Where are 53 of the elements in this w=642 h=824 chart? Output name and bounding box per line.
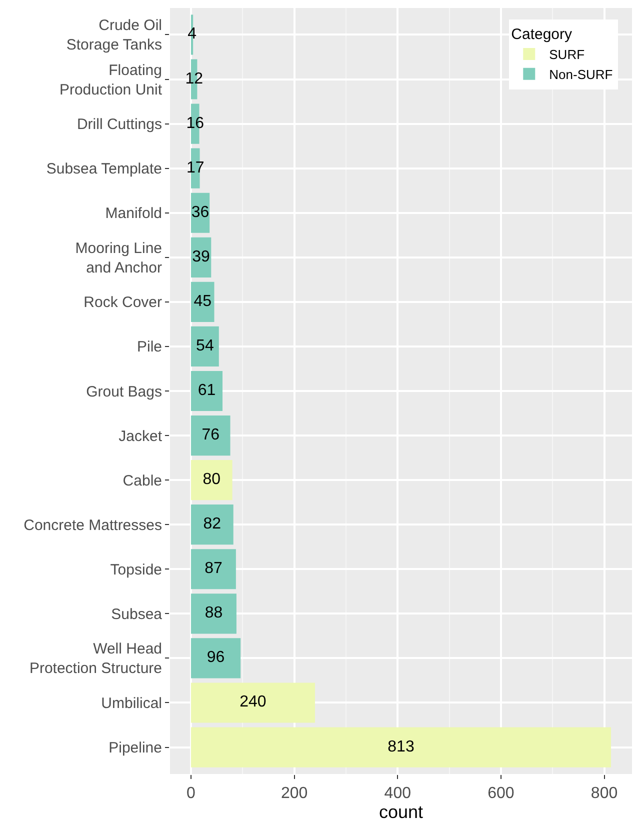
- data-label: 45: [194, 292, 212, 310]
- bar: [191, 638, 241, 678]
- data-label: 36: [191, 204, 210, 221]
- y-tick-label: Floating Production Unit: [59, 62, 163, 98]
- y-tick-label: Crude Oil Storage Tanks: [66, 17, 162, 54]
- bar: [191, 504, 234, 545]
- data-label: 61: [198, 382, 216, 399]
- x-tick-label: 200: [280, 785, 308, 802]
- data-label: 76: [202, 426, 220, 444]
- x-axis-title: count: [378, 802, 424, 822]
- x-tick-label: 800: [590, 785, 618, 802]
- y-tick-label: Pile: [136, 338, 162, 356]
- bar: [191, 727, 611, 768]
- bar: [191, 370, 223, 412]
- y-tick-label: Manifold: [105, 205, 162, 222]
- data-label: 16: [186, 114, 204, 132]
- legend-label: SURF: [549, 47, 585, 62]
- data-label: 12: [185, 70, 204, 88]
- y-tick-label: Subsea: [111, 606, 163, 623]
- x-tick-label: 400: [384, 785, 412, 802]
- y-tick-label: Topside: [110, 561, 162, 578]
- data-label: 87: [204, 560, 222, 578]
- data-label: 54: [196, 337, 214, 354]
- y-tick-label: Pipeline: [108, 740, 162, 757]
- y-tick-label: Drill Cuttings: [76, 116, 162, 134]
- data-label: 80: [202, 471, 221, 488]
- bar: [191, 594, 236, 634]
- y-tick-label: Rock Cover: [84, 294, 162, 312]
- y-tick-label: Umbilical: [101, 694, 162, 712]
- data-label: 39: [192, 248, 210, 266]
- bar: [191, 460, 232, 500]
- bar: [191, 415, 230, 456]
- y-tick-label: Mooring Line and Anchor: [75, 240, 162, 276]
- y-tick-label: Grout Bags: [86, 383, 162, 400]
- legend-label: Non-SURF: [549, 66, 613, 82]
- bar: [191, 682, 315, 723]
- legend-title: Category: [511, 26, 573, 43]
- y-tick-label: Cable: [122, 472, 162, 490]
- x-tick-label: 600: [488, 785, 514, 802]
- data-label: 240: [240, 694, 266, 711]
- y-tick-label: Well Head Protection Structure: [29, 640, 162, 678]
- y-tick-label: Subsea Template: [46, 160, 162, 178]
- bar: [191, 326, 219, 367]
- bar: [191, 282, 214, 322]
- y-tick-label: Jacket: [118, 428, 163, 445]
- data-label: 88: [204, 604, 223, 622]
- x-tick-label: 0: [186, 785, 196, 802]
- data-label: 4: [188, 26, 197, 43]
- data-label: 96: [206, 649, 225, 666]
- data-label: 813: [388, 738, 414, 756]
- data-label: 82: [203, 516, 222, 533]
- y-tick-label: Concrete Mattresses: [24, 516, 162, 534]
- bar: [191, 549, 236, 590]
